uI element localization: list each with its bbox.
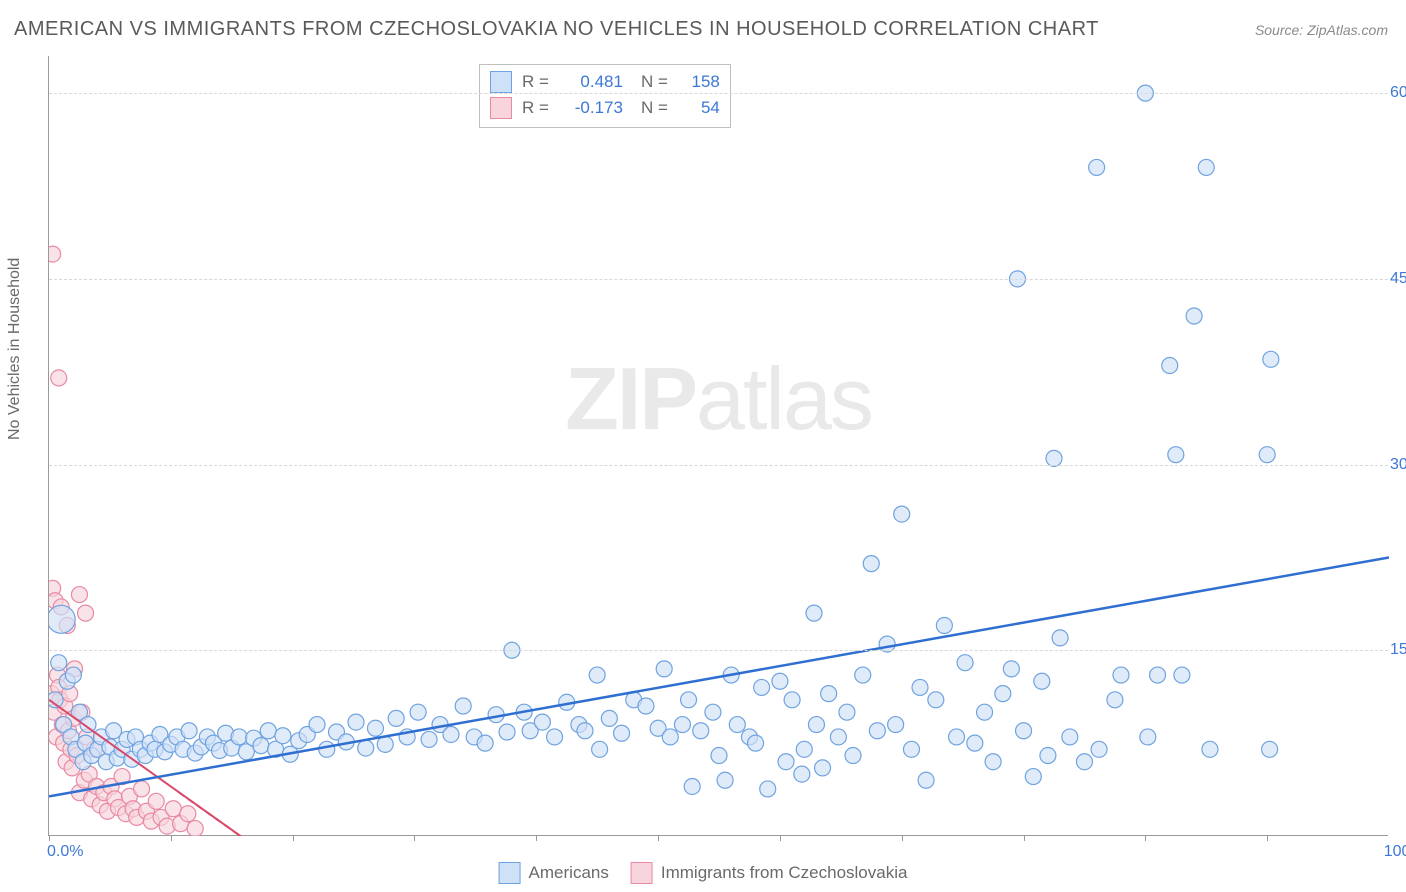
source-attribution: Source: ZipAtlas.com bbox=[1255, 22, 1388, 38]
swatch-americans-icon bbox=[499, 862, 521, 884]
y-tick-label: 45.0% bbox=[1390, 270, 1406, 288]
y-tick-label: 30.0% bbox=[1390, 456, 1406, 474]
x-tick-max: 100.0% bbox=[1384, 843, 1406, 861]
swatch-czech-icon bbox=[631, 862, 653, 884]
legend-label-czech: Immigrants from Czechoslovakia bbox=[661, 863, 908, 883]
chart-title: AMERICAN VS IMMIGRANTS FROM CZECHOSLOVAK… bbox=[14, 18, 1099, 41]
y-tick-label: 60.0% bbox=[1390, 84, 1406, 102]
scatter-svg bbox=[49, 56, 1389, 836]
legend-item-americans: Americans bbox=[499, 862, 609, 884]
y-axis-label: No Vehicles in Household bbox=[6, 258, 24, 440]
legend-item-czech: Immigrants from Czechoslovakia bbox=[631, 862, 908, 884]
y-tick-label: 15.0% bbox=[1390, 641, 1406, 659]
plot-area: ZIPatlas R =0.481 N =158 R =-0.173 N =54… bbox=[48, 56, 1388, 836]
legend-label-americans: Americans bbox=[529, 863, 609, 883]
x-tick-min: 0.0% bbox=[47, 843, 83, 861]
series-legend: Americans Immigrants from Czechoslovakia bbox=[499, 862, 908, 884]
